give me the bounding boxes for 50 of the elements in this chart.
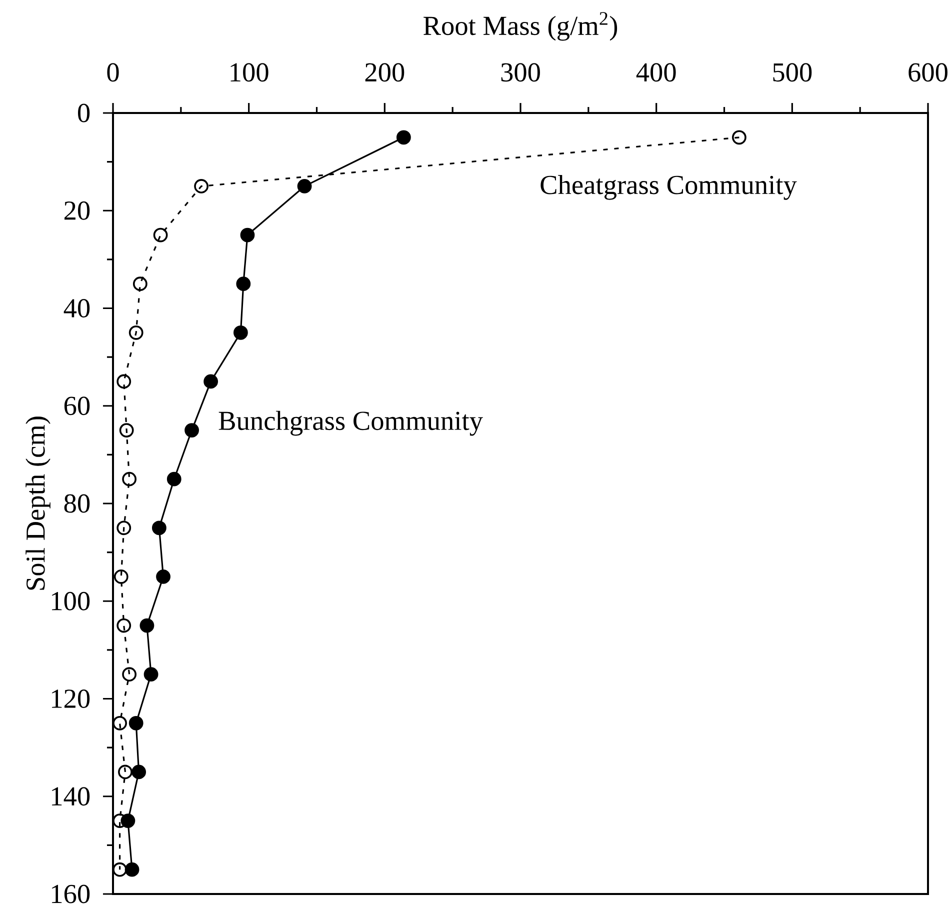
point xyxy=(128,716,144,730)
point xyxy=(153,228,168,242)
y-tick-label: 140 xyxy=(52,787,90,806)
x-tick-label: 400 xyxy=(636,63,676,82)
y-tick-label: 160 xyxy=(52,884,90,904)
point xyxy=(240,228,255,242)
point xyxy=(396,130,411,145)
point xyxy=(132,764,146,780)
x-axis-title: Root Mass (g/m$^{2}$) xyxy=(424,12,618,41)
x-tick-label: 300 xyxy=(501,63,540,82)
series-label: Bunchgrass Community xyxy=(218,410,483,436)
point xyxy=(156,570,170,584)
x-tick-label: 500 xyxy=(773,63,812,82)
point xyxy=(124,862,140,877)
point xyxy=(204,374,218,389)
point xyxy=(116,618,132,633)
point xyxy=(112,716,127,730)
point xyxy=(114,570,128,584)
point xyxy=(233,325,248,340)
point xyxy=(122,667,136,682)
y-axis-title: Soil Depth (cm) xyxy=(26,416,50,590)
point xyxy=(116,374,132,389)
point xyxy=(184,423,199,438)
x-tick-label: 0 xyxy=(107,63,119,82)
y-tick-label: 20 xyxy=(64,201,90,220)
point xyxy=(152,520,166,536)
point xyxy=(732,130,746,145)
x-tick-label: 200 xyxy=(365,63,404,82)
point xyxy=(112,862,127,877)
x-tick-label: 600 xyxy=(908,63,948,82)
y-tick-label: 0 xyxy=(78,104,90,122)
x-tick-label: 100 xyxy=(230,63,268,82)
point xyxy=(140,618,154,633)
point xyxy=(297,179,312,194)
point xyxy=(132,276,148,292)
point xyxy=(119,423,134,438)
point xyxy=(128,325,144,340)
series-label: Cheatgrass Community xyxy=(540,174,797,200)
y-tick-label: 100 xyxy=(52,592,90,610)
point xyxy=(122,472,136,486)
point xyxy=(118,764,132,780)
point xyxy=(144,667,158,682)
y-tick-label: 40 xyxy=(64,299,90,318)
y-tick-label: 80 xyxy=(64,494,90,513)
y-tick-label: 60 xyxy=(64,396,90,416)
point xyxy=(236,276,251,292)
point xyxy=(166,472,182,486)
point xyxy=(194,179,208,194)
point xyxy=(116,520,132,536)
y-tick-label: 120 xyxy=(52,690,90,708)
